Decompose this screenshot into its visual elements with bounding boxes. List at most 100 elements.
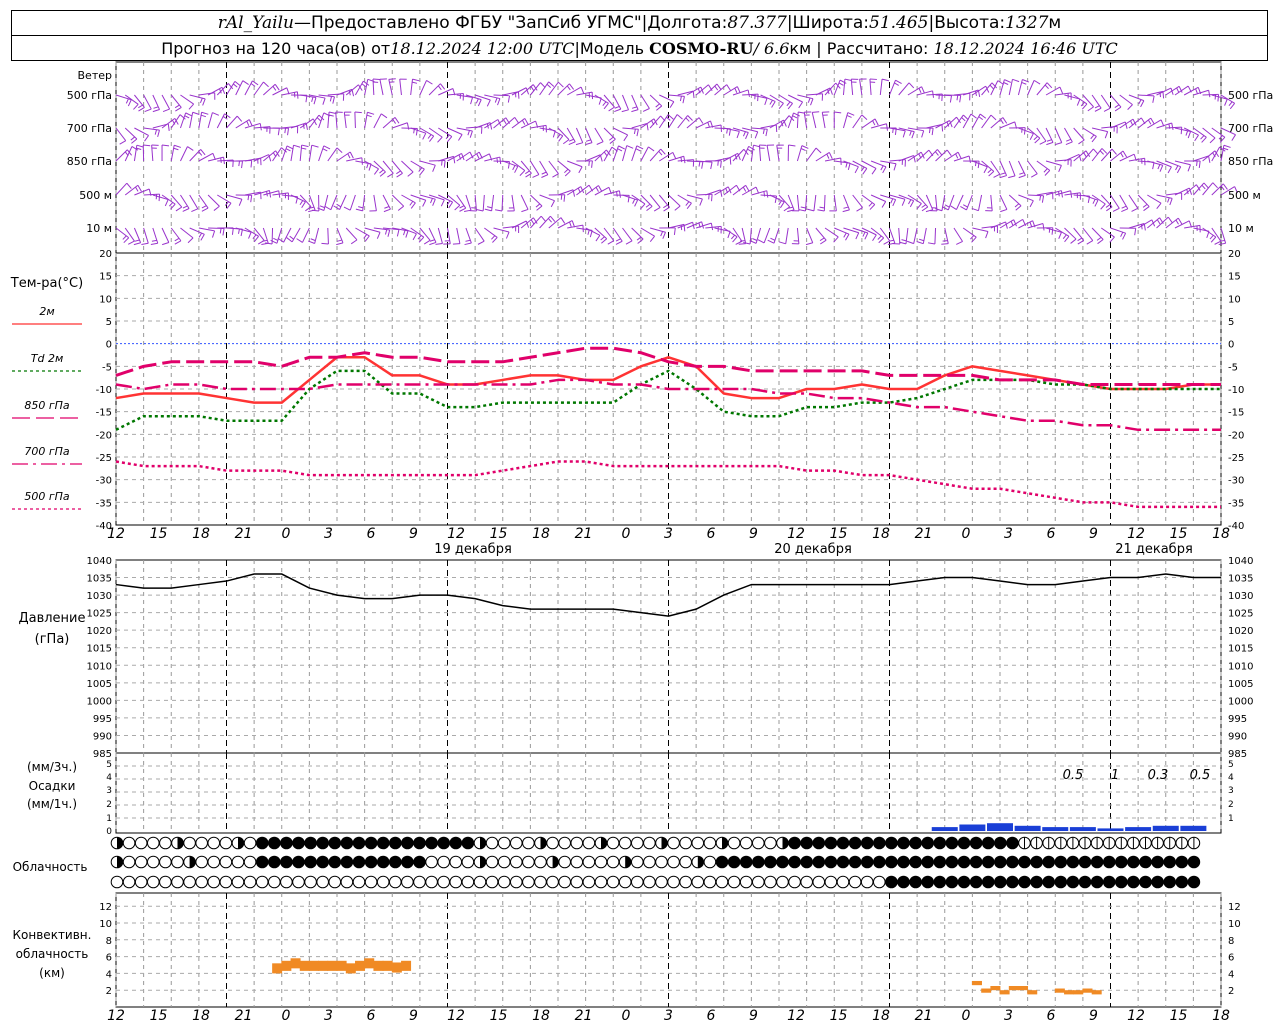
pressure-tick-label: 1030 (87, 591, 112, 602)
wind-barb-feather (1222, 183, 1228, 190)
wind-barb (216, 113, 225, 129)
hour-tick-label: 6 (1047, 526, 1056, 542)
wind-barb-feather (392, 119, 397, 124)
wind-barb-feather (164, 199, 169, 207)
wind-barb-feather (747, 148, 752, 153)
wind-barb (438, 155, 454, 162)
cloud-cover-circle (1163, 855, 1176, 869)
wind-barb (1082, 127, 1097, 137)
precip-bar (1042, 827, 1069, 831)
conv-tick-label: 8 (106, 936, 112, 947)
cloud-cover-circle (788, 855, 801, 869)
wind-barb (428, 83, 441, 96)
wind-barb (833, 79, 841, 96)
wind-barb (318, 112, 325, 129)
wind-barb (1045, 86, 1061, 96)
wind-barb-feather (729, 157, 732, 165)
temp-tick-label: -15 (96, 408, 112, 419)
hour-tick-label: 12 (787, 1008, 805, 1024)
hour-tick-label: 0 (282, 1008, 291, 1024)
wind-barb-feather (1234, 186, 1238, 194)
wind-barb (755, 227, 762, 244)
wind-barb-feather (143, 144, 151, 147)
wind-barb (922, 227, 927, 244)
wind-barb (723, 184, 737, 196)
wind-barb-feather (925, 209, 933, 213)
pressure-tick-label-right: 985 (1228, 749, 1247, 760)
wind-barb (1174, 160, 1191, 166)
cloud-cover-circle (800, 875, 814, 889)
wind-barb-feather (669, 101, 675, 108)
wind-barb-feather (1090, 134, 1095, 140)
wind-barb (474, 227, 485, 242)
wind-barb (1156, 87, 1172, 96)
wind-barb-feather (558, 135, 564, 142)
wind-barb-feather (742, 186, 747, 192)
wind-barb (179, 112, 187, 129)
wind-barb (548, 81, 559, 96)
wind-barb (180, 146, 188, 162)
temp-tick-label-right: -25 (1228, 453, 1244, 464)
wind-barb (640, 94, 650, 109)
wind-barb-feather (687, 115, 693, 121)
wind-barb (491, 194, 495, 211)
wind-barb (787, 94, 803, 103)
wind-barb (235, 227, 252, 233)
wind-barb-feather (946, 121, 950, 127)
wind-barb-feather (419, 168, 425, 176)
wind-barb (842, 194, 850, 211)
cloud-cover-circle (727, 855, 741, 869)
wind-barb (723, 127, 740, 132)
conv-cloud-bar (1008, 986, 1019, 991)
wind-barb-feather (971, 236, 977, 243)
wind-barb (972, 160, 988, 168)
wind-barb (567, 224, 584, 229)
wind-barb (758, 145, 762, 162)
cloud-cover-circle (413, 836, 426, 850)
wind-barb (308, 194, 316, 211)
wind-barb (797, 94, 814, 100)
wind-barb (557, 127, 570, 140)
wind-barb-feather (798, 101, 804, 109)
wind-barb (530, 194, 543, 207)
wind-barb (373, 160, 386, 173)
wind-barb (511, 220, 527, 229)
wind-barb (170, 194, 183, 208)
cloud-cover-circle (739, 875, 753, 889)
wind-barb-feather (432, 164, 436, 172)
wind-barb (776, 145, 780, 162)
wind-barb-feather (805, 242, 813, 246)
precip-tick-label-right: 2 (1228, 800, 1234, 810)
latitude-label: Широта: (792, 13, 870, 33)
wind-barb (803, 112, 808, 129)
wind-barb-feather (564, 170, 571, 177)
hour-tick-label: 15 (490, 526, 508, 542)
wind-barb (299, 194, 312, 208)
wind-barb (1027, 127, 1041, 139)
cloud-cover-circle (969, 855, 983, 869)
wind-barb (916, 149, 930, 162)
wind-barb (686, 221, 702, 229)
wind-barb-feather (1150, 117, 1155, 125)
conv-cloud-bar (999, 990, 1010, 995)
cloud-cover-circle (570, 875, 584, 889)
wind-barb-feather (525, 220, 530, 228)
wind-barb (539, 160, 549, 175)
wind-barb-feather (618, 190, 621, 198)
wind-barb-feather (975, 90, 977, 96)
wind-barb-feather (646, 205, 653, 212)
cloud-cover-circle (1042, 875, 1055, 889)
wind-barb-feather (736, 86, 741, 94)
hour-tick-label: 12 (1127, 526, 1145, 542)
wind-barb (226, 115, 238, 129)
cloud-cover-circle (195, 875, 208, 889)
wind-barb-feather (663, 204, 668, 209)
wind-barb-feather (454, 204, 461, 211)
wind-barb-feather (1103, 107, 1111, 112)
wind-barb-feather (881, 78, 890, 82)
wind-barb-feather (921, 206, 929, 212)
cloud-cover-circle (1127, 875, 1140, 889)
conv-tick-label-right: 6 (1228, 953, 1234, 964)
wind-barb (603, 227, 615, 241)
wind-barb-feather (683, 156, 686, 164)
